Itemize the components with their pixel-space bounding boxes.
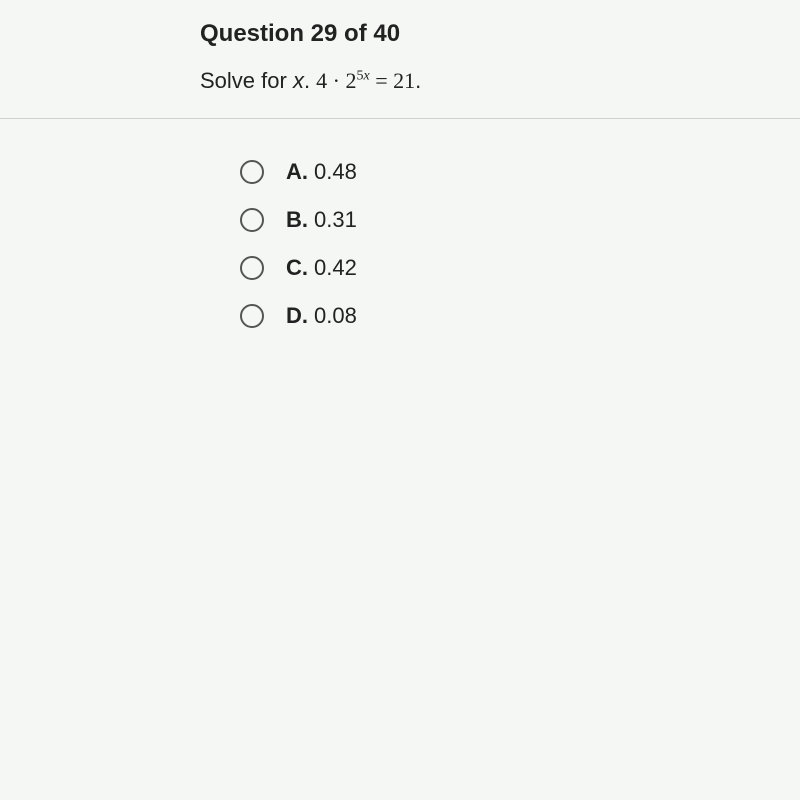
prompt-variable: x [293, 68, 304, 93]
question-header: Question 29 of 40 [200, 20, 800, 48]
option-text: C.0.42 [286, 255, 357, 281]
radio-icon [240, 304, 264, 328]
option-text: B.0.31 [286, 207, 357, 233]
prompt-colon: . [304, 68, 316, 93]
question-prompt: Solve for x. 4 · 25x = 21. [200, 68, 800, 94]
option-letter: C. [286, 255, 308, 280]
divider [0, 118, 800, 119]
option-a[interactable]: A.0.48 [240, 159, 800, 185]
radio-icon [240, 160, 264, 184]
option-letter: B. [286, 207, 308, 232]
equation: 4 · 25x = 21 [316, 68, 415, 93]
eqn-period: . [415, 68, 421, 93]
option-value: 0.31 [314, 207, 357, 232]
radio-icon [240, 208, 264, 232]
radio-icon [240, 256, 264, 280]
option-letter: A. [286, 159, 308, 184]
option-text: D.0.08 [286, 303, 357, 329]
eqn-coeff: 4 · 2 [316, 68, 356, 93]
option-letter: D. [286, 303, 308, 328]
eqn-rest: = 21 [370, 68, 415, 93]
prompt-prefix: Solve for [200, 68, 293, 93]
option-value: 0.42 [314, 255, 357, 280]
option-c[interactable]: C.0.42 [240, 255, 800, 281]
option-value: 0.08 [314, 303, 357, 328]
eqn-exp-num: 5 [357, 69, 364, 84]
option-b[interactable]: B.0.31 [240, 207, 800, 233]
option-text: A.0.48 [286, 159, 357, 185]
options-list: A.0.48 B.0.31 C.0.42 D.0.08 [200, 159, 800, 329]
option-value: 0.48 [314, 159, 357, 184]
option-d[interactable]: D.0.08 [240, 303, 800, 329]
